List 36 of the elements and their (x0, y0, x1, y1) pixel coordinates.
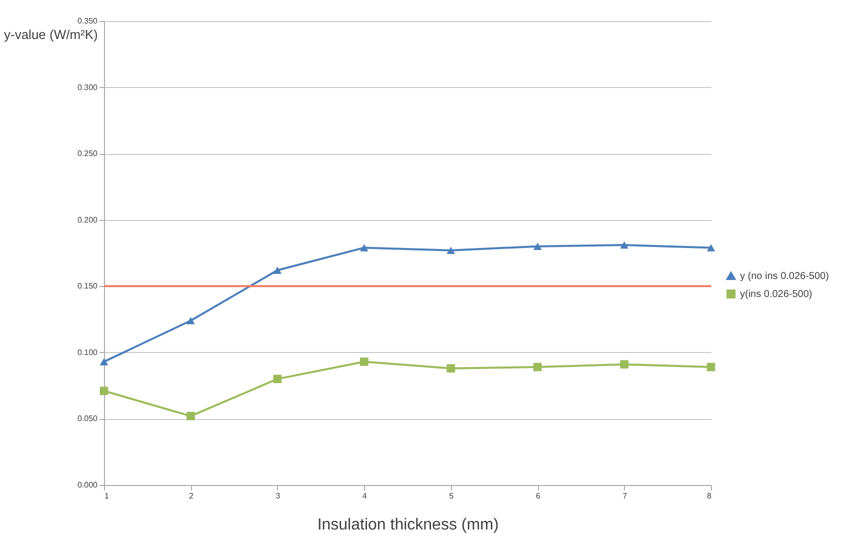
point (446, 364, 456, 373)
point (273, 266, 282, 274)
y-tick-label: 0.050 (77, 414, 98, 424)
point (100, 358, 108, 366)
legend-label: y (no ins 0.026-500) (740, 271, 829, 282)
y-axis-title: y-value (W/m²K) (4, 27, 98, 42)
x-tick-label: 4 (362, 492, 368, 500)
point (706, 362, 716, 372)
y-tick-label: 0.100 (77, 348, 98, 357)
x-tick-label: 2 (188, 492, 194, 500)
point (620, 360, 628, 369)
point (706, 244, 716, 252)
y-tick-label: 0.150 (77, 282, 98, 291)
x-tick-label: 3 (276, 492, 281, 500)
y-tick-label: 0.350 (77, 16, 98, 26)
x-axis-title: Insulation thickness (mm) (317, 516, 499, 534)
point (446, 246, 456, 254)
y-tick-label: 0.300 (77, 82, 98, 92)
point (533, 242, 542, 250)
point (186, 316, 195, 324)
y-tick-label: 0.200 (77, 215, 98, 224)
x-tick-label: 6 (536, 492, 541, 500)
point (533, 362, 542, 372)
y-tick-label: 0.250 (77, 149, 98, 158)
point (620, 241, 628, 249)
y-tick-label: 0.000 (77, 480, 98, 490)
x-tick-label: 5 (449, 492, 454, 500)
point (186, 412, 195, 420)
point (360, 358, 368, 366)
x-tick-label: 7 (622, 492, 628, 500)
legend-label: y(ins 0.026-500) (740, 289, 812, 300)
point (360, 244, 368, 252)
point (273, 374, 282, 384)
x-tick-label: 8 (707, 492, 712, 500)
x-tick-label: 1 (104, 492, 110, 500)
point (100, 386, 108, 396)
